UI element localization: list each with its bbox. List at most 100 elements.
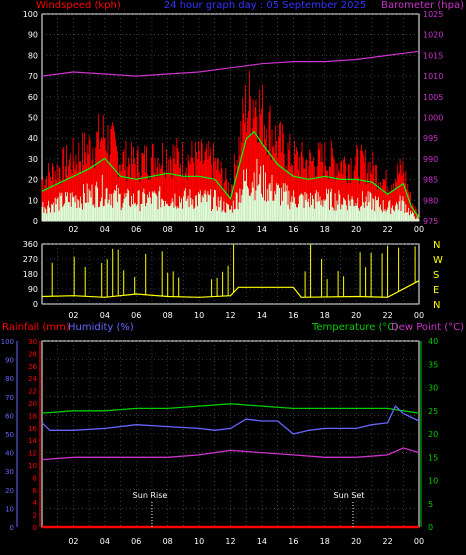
rainfall-tick-label: 6 — [33, 487, 38, 495]
compass-label: N — [433, 240, 440, 251]
humidity-tick-label: 70 — [5, 394, 14, 402]
baro-tick-label: 975 — [423, 217, 438, 226]
x-tick-label-3: 12 — [225, 537, 235, 546]
rainfall-tick-label: 14 — [28, 437, 37, 445]
humidity-tick-label: 50 — [5, 431, 14, 439]
x-tick-label-3: 16 — [288, 537, 298, 546]
wind-light-series — [41, 158, 420, 221]
temperature-tick-label: 0 — [428, 523, 433, 532]
direction-spikes — [51, 244, 416, 298]
humidity-tick-label: 90 — [5, 357, 14, 365]
dewpoint-header: Dew Point (°C) — [391, 322, 464, 333]
temperature-tick-label: 5 — [428, 500, 433, 509]
humidity-tick-label: 0 — [10, 524, 14, 532]
rainfall-tick-label: 4 — [33, 499, 38, 507]
rainfall-tick-label: 22 — [28, 388, 37, 396]
x-tick-label-3: 04 — [100, 537, 110, 546]
x-tick-label-3: 06 — [131, 537, 141, 546]
rainfall-tick-label: 24 — [28, 375, 37, 383]
dewpoint-series — [41, 447, 420, 461]
wind-tick-label: 30 — [28, 155, 38, 164]
wind-tick-label: 90 — [28, 31, 38, 40]
direction-series — [41, 280, 420, 298]
baro-tick-label: 1010 — [423, 72, 443, 81]
x-tick-label-1: 18 — [320, 225, 330, 234]
wind-tick-label: 100 — [23, 10, 38, 19]
x-tick-label-2: 22 — [382, 311, 392, 320]
humidity-tick-label: 30 — [5, 468, 14, 476]
temperature-tick-label: 40 — [428, 337, 438, 346]
temperature-tick-label: 25 — [428, 407, 438, 416]
baro-tick-label: 1020 — [423, 31, 443, 40]
direction-tick-label: 90 — [28, 285, 38, 294]
humidity-tick-label: 80 — [5, 375, 14, 383]
baro-tick-label: 1005 — [423, 93, 443, 102]
wind-tick-label: 80 — [28, 51, 38, 60]
temperature-series — [41, 403, 420, 414]
rainfall-tick-label: 16 — [28, 425, 37, 433]
rainfall-tick-label: 10 — [28, 462, 37, 470]
rainfall-header: Rainfall (mm) — [2, 322, 70, 333]
humidity-tick-label: 60 — [5, 412, 14, 420]
x-tick-label-3: 18 — [320, 537, 330, 546]
x-tick-label-1: 08 — [163, 225, 173, 234]
x-tick-label-3: 20 — [351, 537, 361, 546]
rainfall-tick-label: 20 — [28, 400, 37, 408]
baro-tick-label: 985 — [423, 176, 438, 185]
x-tick-label-2: 06 — [131, 311, 141, 320]
x-tick-label-2: 10 — [194, 311, 204, 320]
rainfall-tick-label: 0 — [33, 524, 37, 532]
baro-tick-label: 1000 — [423, 114, 443, 123]
baro-tick-label: 990 — [423, 155, 438, 164]
compass-label: S — [433, 270, 439, 281]
x-tick-label-2: 14 — [257, 311, 267, 320]
rainfall-tick-label: 2 — [33, 512, 37, 520]
wind-tick-label: 40 — [28, 134, 38, 143]
direction-tick-label: 360 — [23, 240, 38, 249]
direction-tick-label: 0 — [33, 300, 38, 309]
x-tick-label-1: 22 — [382, 225, 392, 234]
x-tick-label-3: 00 — [414, 537, 424, 546]
humidity-tick-label: 20 — [5, 487, 14, 495]
baro-tick-label: 995 — [423, 134, 438, 143]
x-tick-label-3: 14 — [257, 537, 267, 546]
temperature-header: Temperature (°C) — [311, 322, 398, 333]
x-tick-label-1: 00 — [414, 225, 424, 234]
x-tick-label-2: 16 — [288, 311, 298, 320]
x-tick-label-2: 12 — [225, 311, 235, 320]
x-tick-label-1: 10 — [194, 225, 204, 234]
x-tick-label-2: 08 — [163, 311, 173, 320]
x-tick-label-2: 04 — [100, 311, 110, 320]
barometer-header: Barometer (hpa) — [381, 0, 464, 11]
compass-label: N — [433, 300, 440, 311]
wind-tick-label: 10 — [28, 196, 38, 205]
rainfall-tick-label: 28 — [28, 350, 37, 358]
x-tick-label-3: 02 — [68, 537, 78, 546]
x-tick-label-1: 06 — [131, 225, 141, 234]
x-tick-label-2: 20 — [351, 311, 361, 320]
baro-tick-label: 1025 — [423, 10, 443, 19]
x-tick-label-3: 22 — [382, 537, 392, 546]
barometer-series — [41, 50, 420, 77]
humidity-series — [41, 405, 420, 435]
x-tick-label-1: 04 — [100, 225, 110, 234]
compass-label: E — [433, 285, 439, 296]
wind-tick-label: 50 — [28, 114, 38, 123]
rainfall-tick-label: 30 — [28, 338, 37, 346]
compass-label: W — [433, 255, 443, 266]
temperature-tick-label: 10 — [428, 477, 438, 486]
temperature-tick-label: 15 — [428, 453, 438, 462]
humidity-tick-label: 100 — [1, 338, 14, 346]
humidity-header: Humidity (%) — [68, 322, 134, 333]
rainfall-tick-label: 18 — [28, 412, 37, 420]
sunrise-label: Sun Rise — [133, 491, 168, 500]
rainfall-tick-label: 12 — [28, 450, 37, 458]
sunset-label: Sun Set — [334, 491, 365, 500]
date-header: 24 hour graph day : 05 September 2025 — [164, 0, 366, 11]
wind-tick-label: 70 — [28, 72, 38, 81]
wind-tick-label: 20 — [28, 176, 38, 185]
windspeed-header: Windspeed (kph) — [36, 0, 121, 11]
x-tick-label-2: 02 — [68, 311, 78, 320]
x-tick-label-2: 18 — [320, 311, 330, 320]
baro-tick-label: 980 — [423, 196, 438, 205]
